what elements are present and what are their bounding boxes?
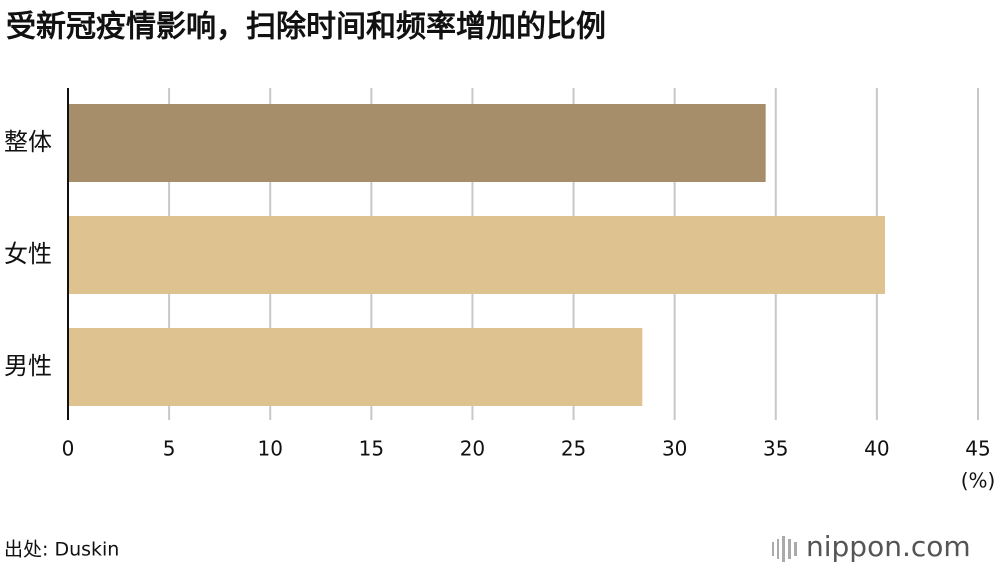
x-tick-label: 30: [662, 437, 687, 461]
x-tick-label: 0: [62, 437, 75, 461]
bar: [68, 104, 766, 182]
x-tick-label: 15: [359, 437, 384, 461]
y-tick-label: 女性: [4, 240, 52, 268]
x-unit: (%): [961, 469, 996, 493]
x-tick-label: 35: [763, 437, 788, 461]
x-tick-label: 10: [257, 437, 282, 461]
x-tick-label: 5: [163, 437, 176, 461]
bar: [68, 328, 643, 406]
logo-icon: [772, 536, 797, 562]
x-tick-label: 20: [460, 437, 485, 461]
y-tick-label: 男性: [4, 352, 52, 380]
x-tick-label: 45: [965, 437, 990, 461]
x-tick-label: 25: [561, 437, 586, 461]
bar: [68, 216, 885, 294]
x-tick-label: 40: [864, 437, 889, 461]
logo: nippon.com: [806, 530, 971, 563]
source: 出处: Duskin: [4, 539, 119, 561]
y-tick-label: 整体: [4, 128, 52, 156]
chart-title: 受新冠疫情影响，扫除时间和频率增加的比例: [6, 10, 606, 45]
